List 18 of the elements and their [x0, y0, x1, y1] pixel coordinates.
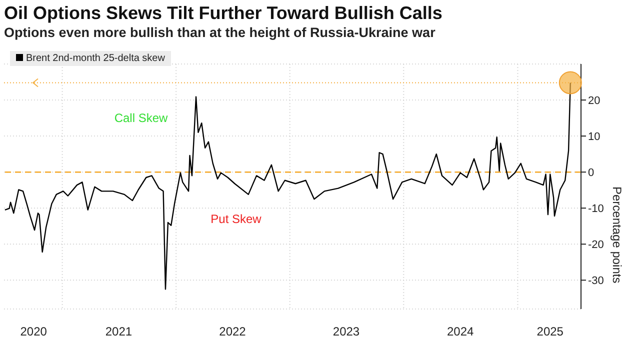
y-axis-title: Percentage points: [610, 186, 624, 284]
x-tick-label: 2022: [219, 324, 246, 339]
y-tick-label: -30: [588, 275, 604, 288]
y-tick-label: -10: [588, 203, 604, 216]
x-tick-label: 2024: [447, 324, 474, 339]
x-tick-label: 2023: [332, 324, 360, 339]
y-tick-label: 20: [588, 94, 600, 107]
legend-label: Brent 2nd-month 25-delta skew: [25, 53, 165, 64]
chart-title: Oil Options Skews Tilt Further Toward Bullish Calls: [4, 3, 442, 24]
annotation: Put Skew: [210, 212, 262, 226]
x-tick-label: 2020: [20, 324, 48, 339]
x-tick-label: 2025: [536, 324, 564, 339]
y-tick-label: 10: [588, 130, 600, 143]
annotation: Call Skew: [114, 111, 168, 125]
x-tick-label: 2021: [105, 324, 132, 339]
y-tick-label: -20: [588, 239, 604, 252]
y-tick-label: 0: [588, 166, 594, 179]
chart-subtitle: Options even more bullish than at the height of Russia-Ukraine war: [4, 25, 436, 40]
